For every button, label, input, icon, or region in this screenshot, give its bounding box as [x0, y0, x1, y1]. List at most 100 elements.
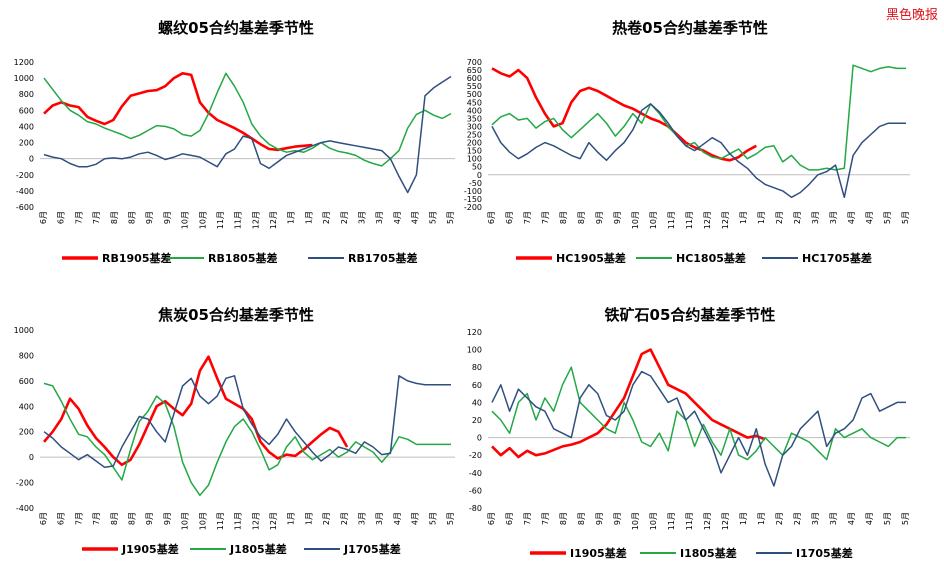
- y-tick-label: 250: [467, 131, 482, 140]
- y-tick-label: -200: [464, 203, 482, 212]
- x-tick-label: 4月: [847, 211, 856, 224]
- x-tick-label: 11月: [685, 211, 694, 229]
- y-tick-label: 600: [19, 377, 34, 386]
- x-tick-label: 6月: [505, 512, 514, 525]
- x-tick-label: 8月: [577, 211, 586, 224]
- x-tick-label: 10月: [198, 211, 207, 229]
- chart-title: 焦炭05合约基差季节性: [157, 306, 314, 324]
- x-tick-label: 4月: [865, 512, 874, 525]
- x-tick-label: 7月: [92, 211, 101, 224]
- x-tick-label: 5月: [428, 512, 437, 525]
- x-tick-label: 11月: [216, 512, 225, 530]
- legend-label: RB1705基差: [348, 251, 417, 265]
- series-line-J1705基差: [43, 375, 451, 469]
- x-tick-label: 12月: [703, 512, 712, 530]
- x-tick-label: 4月: [847, 512, 856, 525]
- x-tick-label: 6月: [57, 211, 66, 224]
- x-tick-label: 11月: [667, 512, 676, 530]
- x-tick-label: 7月: [541, 512, 550, 525]
- chart-panel-2: 热卷05合约基差季节性 -200-150-100-5005010015020025…: [464, 19, 910, 265]
- y-tick-label: -80: [469, 504, 482, 513]
- x-tick-label: 3月: [358, 512, 367, 525]
- x-tick-label: 1月: [739, 211, 748, 224]
- y-tick-label: 450: [467, 98, 482, 107]
- x-tick-label: 10月: [181, 211, 190, 229]
- y-tick-label: -20: [469, 451, 482, 460]
- y-tick-label: 200: [19, 139, 34, 148]
- legend-label: HC1805基差: [676, 251, 746, 265]
- x-tick-label: 8月: [559, 211, 568, 224]
- y-tick-label: 400: [19, 402, 34, 411]
- y-tick-label: 200: [467, 139, 482, 148]
- x-tick-label: 1月: [757, 211, 766, 224]
- y-tick-label: -200: [16, 479, 34, 488]
- legend-label: I1705基差: [796, 546, 853, 560]
- x-tick-label: 2月: [793, 211, 802, 224]
- legend-label: I1805基差: [680, 546, 737, 560]
- x-tick-label: 8月: [577, 512, 586, 525]
- x-tick-label: 9月: [163, 512, 172, 525]
- x-tick-label: 8月: [559, 512, 568, 525]
- y-tick-label: 300: [467, 122, 482, 131]
- y-tick-label: 60: [472, 381, 482, 390]
- x-tick-label: 12月: [251, 211, 260, 229]
- series-line-I1905基差: [491, 348, 766, 459]
- x-tick-label: 7月: [92, 512, 101, 525]
- x-tick-label: 7月: [523, 512, 532, 525]
- legend-label: RB1905基差: [102, 251, 171, 265]
- legend-label: J1805基差: [229, 542, 287, 556]
- x-tick-label: 10月: [198, 512, 207, 530]
- x-tick-label: 3月: [375, 211, 384, 224]
- x-tick-label: 4月: [393, 512, 402, 525]
- x-tick-label: 1月: [287, 211, 296, 224]
- x-tick-label: 12月: [269, 512, 278, 530]
- y-tick-label: 800: [19, 351, 34, 360]
- x-tick-label: 7月: [541, 211, 550, 224]
- y-tick-label: 50: [472, 163, 482, 172]
- chart-panel-4: 铁矿石05合约基差季节性 -80 -60 -40 -20 0 20 40 60 80 100 120 6…: [467, 306, 910, 560]
- legend-label: HC1705基差: [802, 251, 872, 265]
- series-line-J1805基差: [43, 382, 451, 497]
- x-tick-label: 4月: [865, 211, 874, 224]
- x-tick-label: 3月: [829, 211, 838, 224]
- x-tick-label: 12月: [721, 512, 730, 530]
- x-tick-label: 8月: [127, 211, 136, 224]
- y-tick-label: 0: [29, 155, 34, 164]
- x-tick-label: 4月: [411, 512, 420, 525]
- y-tick-label: 20: [472, 416, 482, 425]
- x-tick-label: 7月: [523, 211, 532, 224]
- x-tick-label: 4月: [411, 211, 420, 224]
- y-tick-label: 0: [477, 434, 482, 443]
- x-tick-label: 1月: [287, 512, 296, 525]
- legend-label: J1705基差: [343, 542, 401, 556]
- x-tick-label: 1月: [304, 211, 313, 224]
- x-tick-label: 5月: [883, 512, 892, 525]
- y-tick-label: -200: [16, 171, 34, 180]
- y-tick-label: 600: [19, 106, 34, 115]
- watermark: 黑色晚报: [885, 8, 938, 23]
- y-tick-label: -50: [469, 179, 482, 188]
- x-tick-label: 9月: [595, 211, 604, 224]
- x-tick-label: 5月: [446, 512, 455, 525]
- y-tick-label: 650: [467, 66, 482, 75]
- x-tick-label: 11月: [216, 211, 225, 229]
- x-tick-label: 10月: [631, 211, 640, 229]
- x-tick-label: 7月: [74, 512, 83, 525]
- x-tick-label: 9月: [145, 211, 154, 224]
- x-tick-label: 2月: [322, 512, 331, 525]
- x-tick-label: 5月: [883, 211, 892, 224]
- series-line-RB1805基差: [43, 72, 452, 167]
- x-tick-label: 1月: [739, 512, 748, 525]
- x-tick-label: 2月: [340, 211, 349, 224]
- y-tick-label: 100: [467, 346, 482, 355]
- y-tick-label: -150: [464, 195, 482, 204]
- legend-label: I1905基差: [570, 546, 627, 560]
- y-tick-label: -100: [464, 187, 482, 196]
- x-tick-label: 5月: [428, 211, 437, 224]
- x-tick-label: 12月: [269, 211, 278, 229]
- chart-title: 铁矿石05合约基差季节性: [605, 306, 776, 324]
- x-tick-label: 11月: [667, 211, 676, 229]
- y-tick-label: -400: [16, 504, 34, 513]
- x-tick-label: 6月: [505, 211, 514, 224]
- x-tick-label: 9月: [145, 512, 154, 525]
